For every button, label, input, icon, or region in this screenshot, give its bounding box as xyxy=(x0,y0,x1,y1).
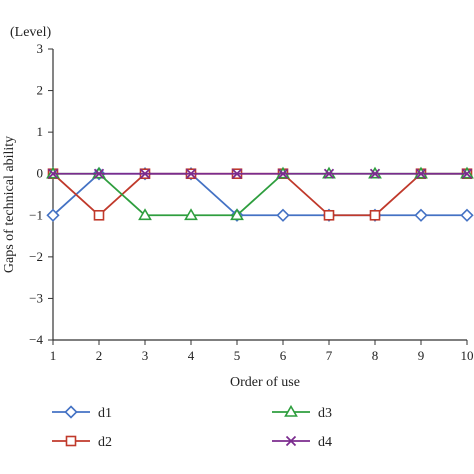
legend-label: d3 xyxy=(318,406,332,421)
legend-item-d3: d3 xyxy=(272,404,332,421)
data-point-d2 xyxy=(369,209,381,221)
data-point-d1 xyxy=(460,208,474,222)
legend-label: d1 xyxy=(98,406,112,421)
series-layer xyxy=(46,166,474,222)
x-tick-label: 6 xyxy=(280,348,287,363)
data-point-d3 xyxy=(230,208,244,221)
series-d4 xyxy=(47,168,473,179)
data-point-d2 xyxy=(93,209,105,221)
y-tick-label: −2 xyxy=(29,249,43,264)
data-point-d4 xyxy=(461,168,473,179)
y-tick-label: 3 xyxy=(37,41,44,56)
legend-marker-d3 xyxy=(284,404,298,417)
data-point-d4 xyxy=(93,168,105,179)
data-point-d4 xyxy=(139,168,151,179)
y-tick-label: 1 xyxy=(37,124,44,139)
x-tick-label: 2 xyxy=(96,348,103,363)
x-tick-label: 5 xyxy=(234,348,241,363)
data-point-d2 xyxy=(323,209,335,221)
data-point-d1 xyxy=(46,208,60,222)
legend-item-d1: d1 xyxy=(52,405,112,421)
data-point-d4 xyxy=(369,168,381,179)
y-tick-label: −1 xyxy=(29,207,43,222)
x-tick-label: 1 xyxy=(50,348,57,363)
legend-marker-d4 xyxy=(285,435,297,447)
data-point-d1 xyxy=(414,208,428,222)
data-point-d3 xyxy=(138,208,152,221)
y-tick-label: −3 xyxy=(29,290,43,305)
data-point-d4 xyxy=(47,168,59,179)
legend-label: d2 xyxy=(98,435,112,450)
y-unit-label: (Level) xyxy=(10,25,52,40)
legend-item-d2: d2 xyxy=(52,435,112,450)
legend: d1 d2 d3 d4 xyxy=(52,404,332,450)
x-tick-label: 4 xyxy=(188,348,195,363)
legend-marker-d1 xyxy=(64,405,78,419)
x-tick-label: 10 xyxy=(461,348,474,363)
x-tick-label: 9 xyxy=(418,348,425,363)
data-point-d4 xyxy=(231,168,243,179)
data-point-d4 xyxy=(415,168,427,179)
x-axis-title: Order of use xyxy=(230,375,300,390)
x-tick-label: 8 xyxy=(372,348,379,363)
x-tick-label: 3 xyxy=(142,348,149,363)
y-tick-label: 2 xyxy=(37,83,44,98)
series-line-d3 xyxy=(53,172,467,217)
x-tick-label: 7 xyxy=(326,348,333,363)
y-axis-title: Gaps of technical ability xyxy=(2,136,17,273)
legend-marker-d2 xyxy=(65,435,77,447)
data-point-d4 xyxy=(277,168,289,179)
y-tick-label: 0 xyxy=(37,166,44,181)
y-tick-label: −4 xyxy=(29,332,43,347)
data-point-d1 xyxy=(276,208,290,222)
legend-item-d4: d4 xyxy=(272,435,332,450)
data-point-d3 xyxy=(184,208,198,221)
data-point-d4 xyxy=(323,168,335,179)
legend-label: d4 xyxy=(318,435,332,450)
data-point-d4 xyxy=(185,168,197,179)
series-d3 xyxy=(46,166,474,221)
